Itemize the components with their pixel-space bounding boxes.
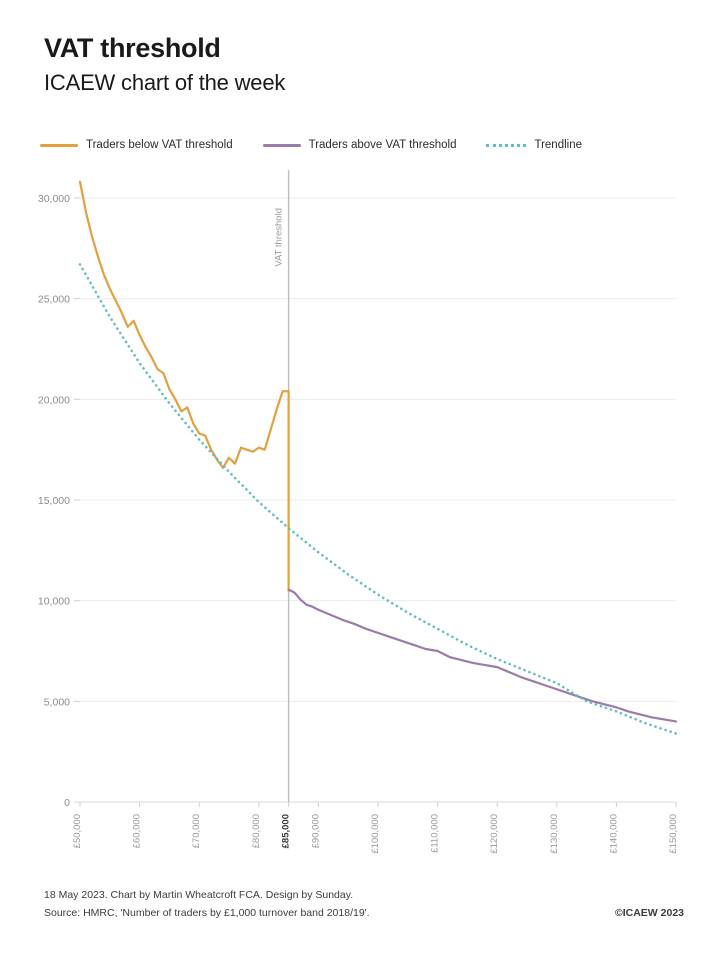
svg-text:5,000: 5,000 xyxy=(44,696,70,708)
legend-item-traders-below[interactable]: Traders below VAT threshold xyxy=(40,139,233,151)
chart-legend: Traders below VAT threshold Traders abov… xyxy=(40,139,582,151)
series-line-2 xyxy=(78,263,678,735)
legend-label-traders-below: Traders below VAT threshold xyxy=(86,139,233,151)
svg-text:£100,000: £100,000 xyxy=(370,814,381,854)
svg-text:£120,000: £120,000 xyxy=(489,814,500,854)
svg-text:25,000: 25,000 xyxy=(38,294,70,306)
svg-text:£80,000: £80,000 xyxy=(251,814,262,848)
y-axis-ticks: 0 5,000 10,000 15,000 20,000 25,000 30,000 xyxy=(38,193,80,809)
svg-text:£110,000: £110,000 xyxy=(430,814,441,853)
chart-gridlines xyxy=(80,197,676,803)
svg-text:30,000: 30,000 xyxy=(38,193,70,205)
legend-swatch-icon-purple xyxy=(262,143,301,147)
footer-copyright: ©ICAEW 2023 xyxy=(614,907,684,920)
page-subtitle: ICAEW chart of the week xyxy=(44,69,286,95)
legend-swatch-icon-orange xyxy=(40,143,78,147)
svg-text:£85,000: £85,000 xyxy=(281,814,292,848)
svg-text:£70,000: £70,000 xyxy=(191,814,202,848)
page-title: VAT threshold xyxy=(44,33,221,63)
series-line-0 xyxy=(78,180,290,592)
svg-text:£150,000: £150,000 xyxy=(668,814,679,854)
legend-label-traders-above: Traders above VAT threshold xyxy=(308,139,457,151)
svg-text:0: 0 xyxy=(64,797,70,809)
series-line-1 xyxy=(287,588,678,723)
footer: 18 May 2023. Chart by Martin Wheatcroft … xyxy=(44,886,684,923)
svg-text:VAT threshold: VAT threshold xyxy=(274,208,285,267)
svg-text:£60,000: £60,000 xyxy=(132,814,143,848)
svg-text:£140,000: £140,000 xyxy=(608,814,619,854)
legend-item-trendline[interactable]: Trendline xyxy=(486,139,582,151)
x-axis-ticks: £50,000 £60,000 £70,000 £80,000 £85,000 £90,0… xyxy=(72,801,679,854)
header: VAT threshold ICAEW chart of the week xyxy=(44,33,286,95)
svg-text:15,000: 15,000 xyxy=(38,495,70,507)
legend-item-traders-above[interactable]: Traders above VAT threshold xyxy=(262,139,457,151)
svg-text:20,000: 20,000 xyxy=(38,394,70,406)
svg-text:£130,000: £130,000 xyxy=(549,814,560,854)
legend-label-trendline: Trendline xyxy=(534,139,582,151)
footer-source: Source: HMRC, 'Number of traders by £1,0… xyxy=(44,907,370,920)
vat-threshold-marker: VAT threshold xyxy=(274,170,290,802)
legend-swatch-icon-trendline xyxy=(486,143,527,147)
svg-text:£50,000: £50,000 xyxy=(72,814,83,848)
svg-text:£90,000: £90,000 xyxy=(310,814,321,848)
svg-text:10,000: 10,000 xyxy=(38,596,70,608)
footer-credit: 18 May 2023. Chart by Martin Wheatcroft … xyxy=(44,889,354,901)
chart-series xyxy=(78,180,678,735)
